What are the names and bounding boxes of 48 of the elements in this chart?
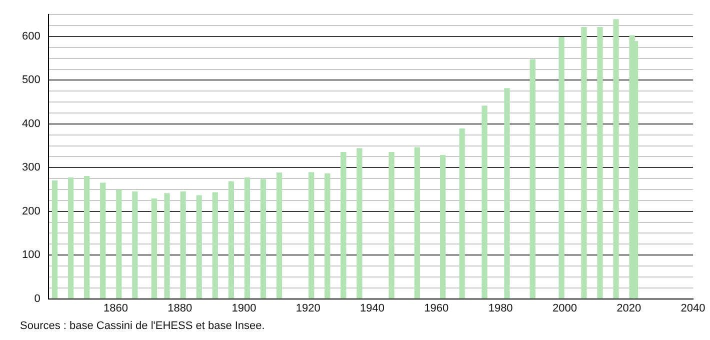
bar	[308, 172, 314, 299]
bar	[212, 192, 218, 299]
bar	[530, 59, 536, 299]
bar	[84, 176, 90, 299]
x-tick-label: 1860	[103, 302, 128, 314]
bar	[276, 172, 282, 299]
x-tick-label: 1920	[296, 302, 320, 314]
x-tick-label: 1980	[488, 302, 513, 314]
bar	[260, 179, 266, 299]
y-tick-label: 300	[22, 162, 40, 174]
bar	[388, 152, 394, 299]
bar	[116, 190, 122, 299]
x-tick-label: 2000	[552, 302, 577, 314]
y-tick-label: 500	[22, 74, 40, 86]
bar	[340, 152, 346, 299]
bar	[132, 191, 138, 299]
y-tick-label: 100	[22, 249, 40, 262]
bar	[228, 181, 234, 299]
bar	[164, 193, 170, 299]
bar	[196, 195, 202, 299]
bar	[459, 128, 465, 299]
y-tick-label: 0	[34, 292, 40, 305]
bar	[244, 177, 250, 299]
bar	[613, 19, 619, 299]
y-tick-label: 600	[22, 30, 40, 42]
y-tick-label: 200	[22, 205, 40, 218]
bar	[482, 106, 488, 299]
x-tick-label: 2020	[616, 302, 642, 314]
bar	[597, 26, 603, 299]
x-tick-label: 1940	[360, 302, 385, 314]
bar	[414, 147, 420, 299]
x-tick-label: 1960	[424, 302, 449, 314]
x-tick-label: 1900	[232, 302, 256, 314]
bar	[504, 88, 510, 299]
bar	[356, 148, 362, 299]
x-tick-label: 2040	[680, 302, 706, 314]
bar	[151, 198, 158, 299]
bar	[558, 37, 564, 299]
bar	[440, 155, 446, 299]
bar	[581, 26, 587, 299]
y-tick-label: 400	[22, 118, 40, 130]
bar	[52, 180, 58, 299]
x-tick-label: 1880	[168, 302, 192, 314]
bar	[100, 182, 106, 299]
bar	[68, 177, 74, 299]
bar	[324, 173, 330, 299]
source-note: Sources : base Cassini de l'EHESS et base Insee.	[20, 320, 265, 332]
bar	[180, 191, 186, 299]
